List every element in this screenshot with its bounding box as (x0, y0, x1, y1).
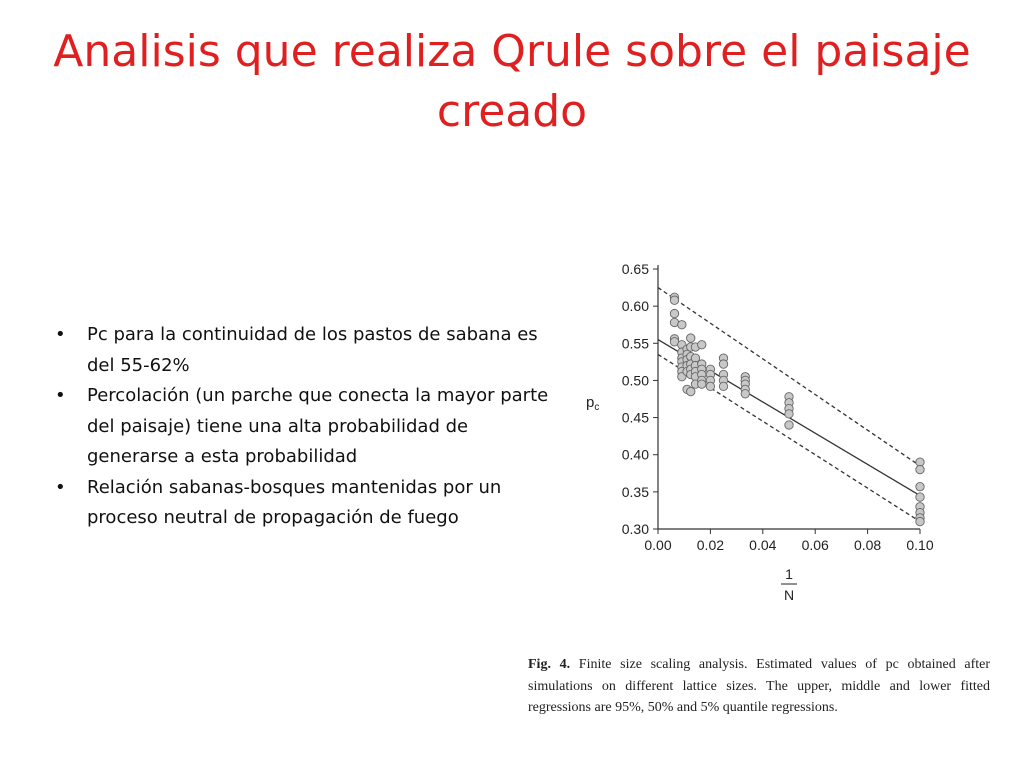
x-tick-label: 0.08 (854, 537, 881, 553)
y-tick-label: 0.60 (622, 298, 649, 314)
caption-text: Finite size scaling analysis. Estimated … (528, 657, 991, 715)
regression-line-95pct (657, 287, 921, 467)
data-point (915, 516, 925, 527)
data-point (718, 359, 729, 369)
x-tick-label: 0.06 (802, 537, 829, 553)
bullet-glyph: • (55, 324, 66, 345)
y-tick-label: 0.30 (622, 521, 649, 537)
chart-svg: 0.30 0.35 0.40 0.45 0.50 0.55 0.60 0.65 0.00 0.02… (586, 261, 934, 603)
x-tick-label: 0.04 (749, 537, 776, 553)
scatter-chart: 0.30 0.35 0.40 0.45 0.50 0.55 0.60 0.65 0.00 0.02… (560, 245, 960, 615)
bullet-glyph: • (55, 385, 66, 406)
caption-label: Fig. 4. (528, 657, 571, 672)
x-tick-label: 0.02 (697, 537, 724, 553)
y-tick-label: 0.40 (622, 447, 649, 463)
data-point (697, 340, 707, 350)
x-axis-label-numerator: 1 (785, 566, 793, 582)
y-tick-label: 0.45 (622, 410, 649, 426)
data-point (915, 492, 925, 502)
x-axis-label-denominator: N (784, 587, 794, 603)
data-point (697, 379, 707, 389)
y-tick-label: 0.35 (622, 484, 649, 500)
x-tick-label: 0.10 (906, 537, 933, 553)
bullet-text: Relación sabanas-bosques mantenidas por … (87, 476, 502, 529)
data-point (915, 464, 925, 475)
y-tick-label: 0.55 (622, 335, 649, 351)
bullet-glyph: • (55, 476, 66, 498)
data-point (718, 381, 729, 392)
data-point (677, 320, 687, 330)
bullet-item: • Pc para la continuidad de los pastos d… (55, 320, 555, 381)
data-point (915, 482, 925, 492)
slide-title: Analisis que realiza Qrule sobre el pais… (53, 26, 971, 137)
figure-caption: Fig. 4. Finite size scaling analysis. Es… (528, 654, 990, 719)
y-axis-label: pc (586, 394, 599, 413)
y-tick-label: 0.65 (622, 261, 649, 277)
bullet-item: • Relación sabanas-bosques mantenidas po… (55, 473, 555, 534)
y-tick-label: 0.50 (622, 372, 649, 388)
bullet-list: • Pc para la continuidad de los pastos d… (55, 320, 555, 534)
data-point (669, 295, 680, 305)
data-point (784, 409, 794, 419)
data-point (686, 386, 696, 397)
data-point (705, 381, 716, 392)
data-point (669, 308, 680, 319)
bullet-item: • Percolación (un parche que conecta la … (55, 381, 555, 473)
bullet-text: Percolación (un parche que conecta la ma… (87, 385, 549, 467)
data-point (740, 389, 750, 399)
bullet-text: Pc para la continuidad de los pastos de … (87, 324, 538, 376)
data-point (686, 333, 696, 343)
x-tick-label: 0.00 (644, 537, 671, 553)
data-point (784, 420, 794, 430)
